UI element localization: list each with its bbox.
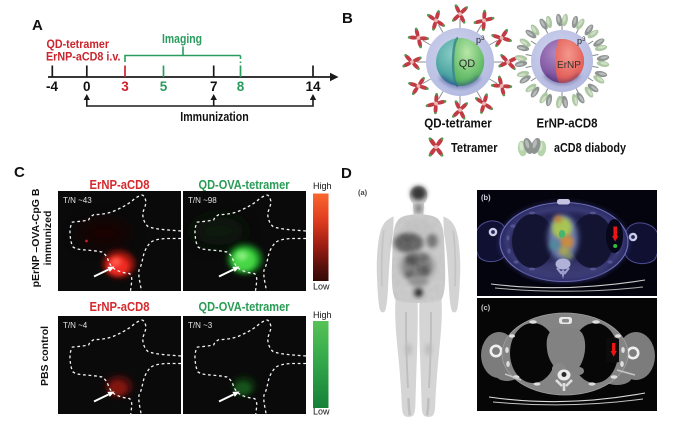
svg-text:ErNP-aCD8 i.v.: ErNP-aCD8 i.v. — [46, 50, 121, 64]
svg-text:pErNP –OVA-CpG B: pErNP –OVA-CpG B — [30, 188, 42, 287]
svg-text:(c): (c) — [481, 303, 491, 312]
svg-text:Imaging: Imaging — [162, 32, 202, 46]
svg-text:p3: p3 — [577, 36, 586, 46]
svg-text:(a): (a) — [358, 188, 368, 197]
svg-text:QD-OVA-tetramer: QD-OVA-tetramer — [199, 300, 290, 314]
svg-text:QD-tetramer: QD-tetramer — [47, 37, 110, 51]
svg-text:Low: Low — [313, 407, 330, 417]
svg-text:T/N ~43: T/N ~43 — [63, 196, 92, 205]
svg-text:ErNP: ErNP — [557, 60, 581, 71]
svg-text:D: D — [341, 165, 352, 182]
svg-text:B: B — [342, 10, 353, 27]
svg-text:-4: -4 — [46, 79, 58, 94]
svg-text:immunized: immunized — [42, 211, 54, 266]
svg-text:ErNP-aCD8: ErNP-aCD8 — [90, 178, 150, 192]
svg-text:Tetramer: Tetramer — [451, 141, 498, 155]
svg-text:QD-OVA-tetramer: QD-OVA-tetramer — [199, 178, 290, 192]
svg-text:(b): (b) — [481, 193, 491, 202]
svg-text:PBS control: PBS control — [39, 326, 51, 386]
svg-text:8: 8 — [237, 79, 245, 94]
svg-text:3: 3 — [121, 79, 129, 94]
svg-text:A: A — [32, 17, 43, 34]
svg-text:High: High — [313, 181, 332, 191]
svg-text:ErNP-aCD8: ErNP-aCD8 — [90, 300, 150, 314]
svg-text:Low: Low — [313, 282, 330, 292]
svg-text:p3: p3 — [476, 35, 485, 45]
svg-text:ErNP-aCD8: ErNP-aCD8 — [537, 117, 598, 131]
svg-text:T/N ~4: T/N ~4 — [63, 321, 88, 330]
svg-text:High: High — [313, 310, 332, 320]
svg-text:7: 7 — [210, 79, 218, 94]
svg-text:aCD8 diabody: aCD8 diabody — [554, 141, 626, 155]
svg-text:C: C — [14, 164, 25, 181]
svg-text:T/N ~98: T/N ~98 — [188, 196, 217, 205]
svg-text:14: 14 — [305, 79, 321, 94]
svg-text:T/N ~3: T/N ~3 — [188, 321, 213, 330]
svg-text:0: 0 — [83, 79, 91, 94]
svg-text:Immunization: Immunization — [180, 109, 249, 124]
svg-text:QD-tetramer: QD-tetramer — [424, 117, 492, 131]
svg-text:QD: QD — [459, 58, 476, 70]
svg-text:5: 5 — [160, 79, 168, 94]
